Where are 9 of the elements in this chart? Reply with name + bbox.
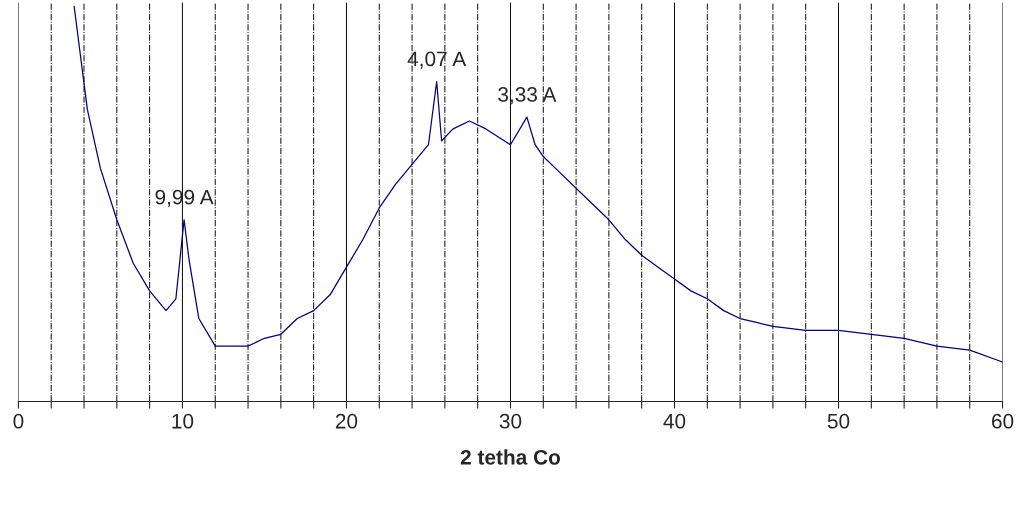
x-tick-label: 10	[172, 413, 194, 429]
x-tick-label: 20	[335, 413, 358, 429]
x-tick-label: 0	[13, 413, 24, 429]
x-tick-label: 50	[827, 413, 850, 429]
x-axis-title: 2 tetha Co	[460, 449, 561, 465]
x-tick-label: 30	[499, 413, 522, 429]
x-tick-label: 40	[663, 413, 686, 429]
annotation: 4,07 A	[407, 51, 467, 69]
x-tick-label: 60	[992, 413, 1014, 429]
